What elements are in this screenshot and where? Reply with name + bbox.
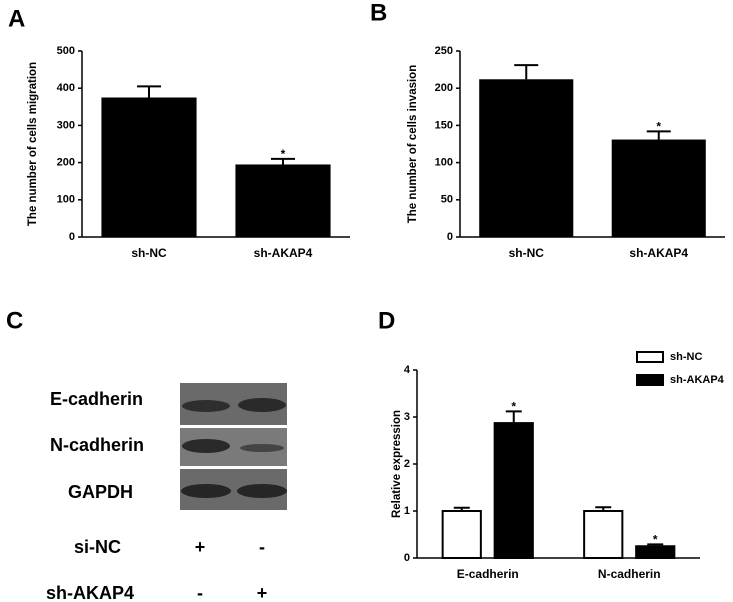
bar [441,510,482,559]
y-tick-label: 400 [57,82,75,94]
y-tick-label: 250 [435,45,453,57]
x-tick-label: sh-AKAP4 [629,246,688,260]
bar [493,422,534,559]
error-bar [514,64,539,80]
y-tick-label: 200 [57,157,75,169]
error-bar [505,410,522,424]
condition-label: si-NC [74,537,121,557]
error-bar [453,506,470,511]
error-bar [595,506,612,511]
y-tick-label: 2 [404,458,410,470]
y-tick-label: 1 [404,505,410,517]
significance-marker: * [511,400,516,414]
blot-row-label: N-cadherin [50,435,144,455]
legend-label: sh-AKAP4 [670,374,725,386]
y-tick-label: 100 [57,194,75,206]
condition-label: sh-AKAP4 [46,583,134,602]
y-tick-label: 0 [447,231,453,243]
y-tick-label: 0 [404,552,410,564]
significance-marker: * [653,533,658,547]
y-tick-label: 300 [57,119,75,131]
blot-row-label: GAPDH [68,482,133,502]
panel-label: C [6,307,23,334]
error-bar [271,157,295,165]
condition-sign: + [195,537,206,557]
y-axis-label: The number of cells migration [27,62,39,226]
x-tick-label: E-cadherin [457,567,519,581]
legend-swatch [636,374,664,386]
condition-sign: - [197,583,203,602]
y-axis-label: Relative expression [391,410,403,518]
y-tick-label: 150 [435,119,453,131]
y-axis-label: The number of cells invasion [407,65,419,223]
bar [583,510,624,559]
error-bar [646,130,671,140]
significance-marker: * [656,120,661,134]
significance-marker: * [281,147,286,161]
panel-label: A [8,5,25,32]
bar [101,97,197,237]
error-bar [647,543,664,547]
x-tick-label: sh-AKAP4 [254,246,313,260]
y-tick-label: 500 [57,45,75,57]
y-tick-label: 50 [441,194,453,206]
bar [611,139,706,237]
y-tick-label: 200 [435,82,453,94]
legend-label: sh-NC [670,351,702,363]
y-tick-label: 4 [404,364,411,376]
y-tick-label: 100 [435,157,453,169]
y-tick-label: 0 [69,231,75,243]
y-tick-label: 3 [404,411,410,423]
panel-label: B [370,0,387,26]
legend-swatch [636,351,664,363]
blot-row-label: E-cadherin [50,389,143,409]
x-tick-label: sh-NC [131,246,167,260]
condition-sign: - [259,537,265,557]
x-tick-label: N-cadherin [598,567,661,581]
error-bar [137,85,161,98]
condition-sign: + [257,583,268,602]
bar [635,545,676,559]
bar [235,164,331,237]
x-tick-label: sh-NC [509,246,545,260]
bar [479,79,574,237]
panel-label: D [378,307,395,334]
blot-image [180,383,287,510]
